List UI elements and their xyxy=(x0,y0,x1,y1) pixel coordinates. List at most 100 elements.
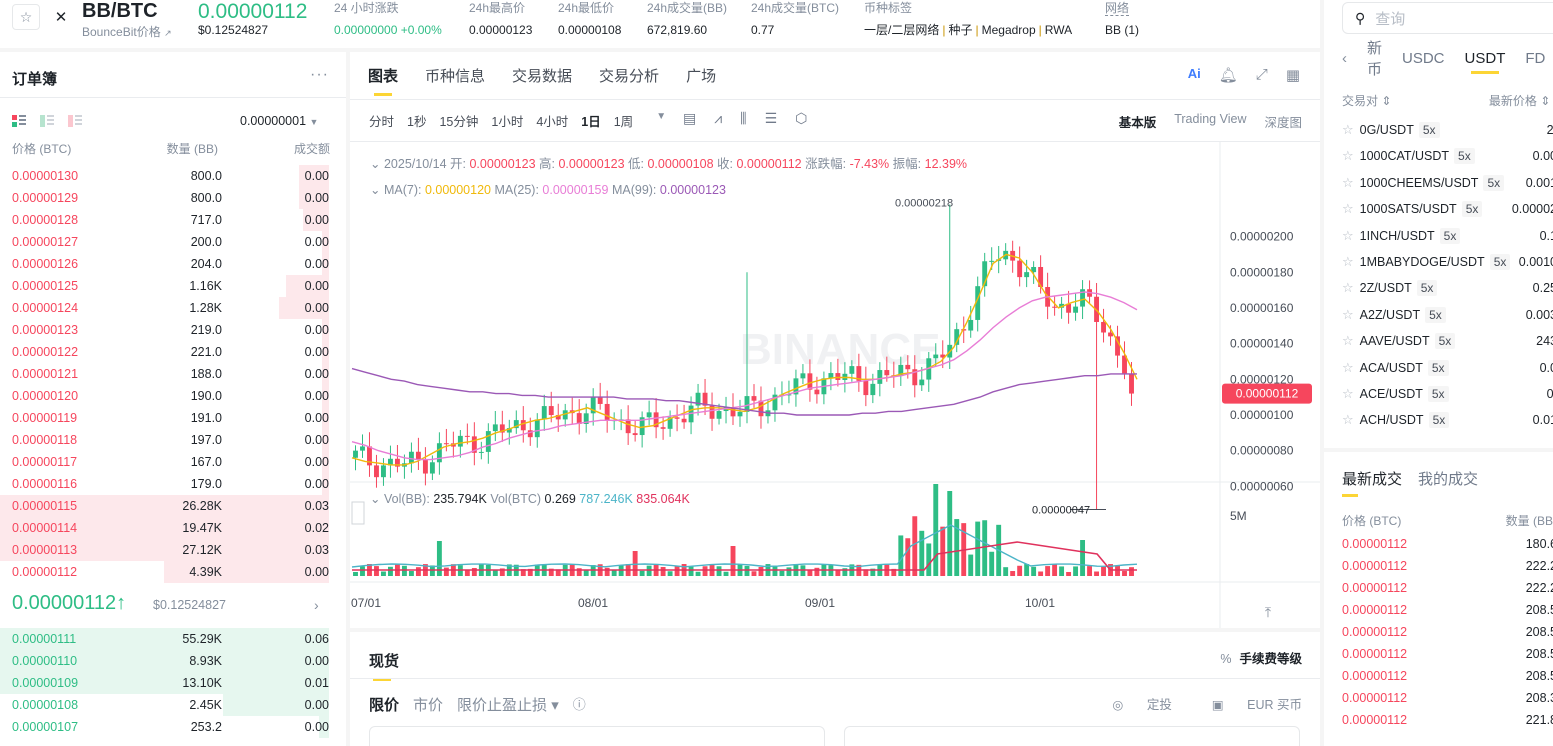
view-bids-icon[interactable] xyxy=(40,115,54,127)
tab-my-trades[interactable]: 我的成交 xyxy=(1418,471,1479,488)
market-row[interactable]: ☆ A2Z/USDT 5x 0.003 xyxy=(1342,302,1553,328)
tab-trading-analysis[interactable]: 交易分析 xyxy=(599,68,660,85)
tag-link[interactable]: Megadrop xyxy=(981,23,1036,37)
ask-row[interactable]: 0.00000115 26.28K 0.03 xyxy=(0,495,346,517)
favorite-star-icon[interactable]: ☆ xyxy=(1342,148,1354,164)
tab-stop-limit[interactable]: 限价止盈止损 ▾ xyxy=(457,697,559,714)
tab-chart[interactable]: 图表 xyxy=(368,65,398,96)
ask-row[interactable]: 0.00000122 221.0 0.00 xyxy=(0,341,346,363)
favorite-star-icon[interactable]: ☆ xyxy=(1342,386,1354,401)
ask-row[interactable]: 0.00000114 19.47K 0.02 xyxy=(0,517,346,539)
tab-trading-data[interactable]: 交易数据 xyxy=(512,68,573,85)
pair-subtitle-link[interactable]: BounceBit价格 ↗ xyxy=(82,23,172,40)
col-price-sort[interactable]: 最新价格 ⇕ / xyxy=(1489,92,1553,109)
market-row[interactable]: ☆ 2Z/USDT 5x 0.25 xyxy=(1342,275,1553,301)
interval-time[interactable]: 分时 xyxy=(369,115,395,129)
scroll-left-chevron-icon[interactable]: ‹ xyxy=(1342,49,1347,67)
ask-row[interactable]: 0.00000120 190.0 0.00 xyxy=(0,385,346,407)
vol-collapse-icon[interactable]: ⌄ xyxy=(370,492,381,506)
expand-icon[interactable]: ⤢ xyxy=(1255,66,1268,83)
tab-square[interactable]: 广场 xyxy=(686,68,717,85)
ask-row[interactable]: 0.00000130 800.0 0.00 xyxy=(0,165,346,187)
ask-row[interactable]: 0.00000128 717.0 0.00 xyxy=(0,209,346,231)
indicator-icon[interactable]: ⩘ xyxy=(714,110,723,126)
info-icon[interactable]: ⓘ xyxy=(572,697,586,712)
ask-row[interactable]: 0.00000129 800.0 0.00 xyxy=(0,187,346,209)
tag-link[interactable]: RWA xyxy=(1044,23,1073,37)
tab-usdc[interactable]: USDC xyxy=(1402,49,1445,67)
col-pair-sort[interactable]: 交易对 ⇕ xyxy=(1342,92,1391,109)
eur-buy-link[interactable]: ▣ EUR 买币 xyxy=(1192,694,1302,713)
market-row[interactable]: ☆ ACE/USDT 5x 0. xyxy=(1342,381,1553,407)
favorite-star-icon[interactable]: ☆ xyxy=(12,4,40,30)
favorite-star-icon[interactable]: ☆ xyxy=(1342,201,1354,217)
favorite-star-icon[interactable]: ☆ xyxy=(1342,306,1354,322)
interval-1h[interactable]: 1小时 xyxy=(491,115,524,129)
buy-price-input[interactable] xyxy=(369,726,825,746)
favorite-star-icon[interactable]: ☆ xyxy=(1342,333,1354,349)
search-box[interactable]: ⚲ 查询 xyxy=(1342,2,1553,34)
bid-row[interactable]: 0.00000107 253.2 0.00 xyxy=(0,716,346,738)
favorite-star-icon[interactable]: ☆ xyxy=(1342,359,1354,375)
ask-row[interactable]: 0.00000119 191.0 0.00 xyxy=(0,407,346,429)
ask-row[interactable]: 0.00000117 167.0 0.00 xyxy=(0,451,346,473)
bid-row[interactable]: 0.00000109 13.10K 0.01 xyxy=(0,672,346,694)
interval-1s[interactable]: 1秒 xyxy=(407,115,427,129)
favorite-star-icon[interactable]: ☆ xyxy=(1342,227,1354,243)
ask-row[interactable]: 0.00000123 219.0 0.00 xyxy=(0,319,346,341)
chevron-right-icon[interactable]: › xyxy=(314,597,319,613)
stat-network[interactable]: 网络 BB (1) xyxy=(1105,0,1139,38)
ask-row[interactable]: 0.00000127 200.0 0.00 xyxy=(0,231,346,253)
interval-15m[interactable]: 15分钟 xyxy=(439,115,479,129)
sell-price-input[interactable] xyxy=(844,726,1300,746)
interval-1d[interactable]: 1日 xyxy=(581,115,601,129)
view-asks-icon[interactable] xyxy=(68,115,82,127)
market-row[interactable]: ☆ AAVE/USDT 5x 243 xyxy=(1342,328,1553,354)
interval-1w[interactable]: 1周 xyxy=(613,115,634,129)
ask-row[interactable]: 0.00000113 27.12K 0.03 xyxy=(0,539,346,561)
market-row[interactable]: ☆ 1INCH/USDT 5x 0.1 xyxy=(1342,223,1553,249)
favorite-star-icon[interactable]: ☆ xyxy=(1342,412,1354,428)
favorite-star-icon[interactable]: ☆ xyxy=(1342,122,1354,137)
market-row[interactable]: ☆ 0G/USDT 5x 2. xyxy=(1342,117,1553,143)
ma-collapse-icon[interactable]: ⌄ xyxy=(370,183,381,197)
favorite-star-icon[interactable]: ☆ xyxy=(1342,280,1354,296)
candle-type-icon[interactable]: ⫼ xyxy=(740,110,747,126)
ask-row[interactable]: 0.00000124 1.28K 0.00 xyxy=(0,297,346,319)
ask-row[interactable]: 0.00000116 179.0 0.00 xyxy=(0,473,346,495)
market-row[interactable]: ☆ 1000CHEEMS/USDT 5x 0.001 xyxy=(1342,170,1553,196)
tab-new[interactable]: 新币 xyxy=(1367,40,1383,78)
view-depth[interactable]: 深度图 xyxy=(1264,116,1302,130)
tab-coin-info[interactable]: 币种信息 xyxy=(425,68,486,85)
tab-fd[interactable]: FD xyxy=(1525,49,1546,67)
view-basic[interactable]: 基本版 xyxy=(1118,116,1157,130)
view-both-icon[interactable] xyxy=(12,115,26,127)
recurring-buy-link[interactable]: ◎ 定投 xyxy=(1092,694,1171,713)
tab-market[interactable]: 市价 xyxy=(413,697,444,714)
view-tradingview[interactable]: Trading View xyxy=(1174,112,1247,126)
tag-link[interactable]: 一层/二层网络 xyxy=(864,23,940,37)
ai-icon[interactable]: Ai xyxy=(1187,66,1201,81)
calendar-icon[interactable]: ▤ xyxy=(683,110,697,126)
favorite-star-icon[interactable]: ☆ xyxy=(1342,174,1354,190)
ask-row[interactable]: 0.00000126 204.0 0.00 xyxy=(0,253,346,275)
ask-row[interactable]: 0.00000118 197.0 0.00 xyxy=(0,429,346,451)
ask-row[interactable]: 0.00000112 4.39K 0.00 xyxy=(0,561,346,583)
market-row[interactable]: ☆ ACH/USDT 5x 0.01 xyxy=(1342,407,1553,433)
favorite-star-icon[interactable]: ☆ xyxy=(1342,254,1354,269)
ohlc-collapse-icon[interactable]: ⌄ xyxy=(370,157,381,171)
candlestick-chart[interactable]: 0.00000200 0.00000180 0.00000160 0.00000140… xyxy=(350,142,1320,628)
interval-4h[interactable]: 4小时 xyxy=(536,115,569,129)
interval-more-chevron-icon[interactable]: ▼ xyxy=(656,111,667,122)
pair-name[interactable]: BB/BTC xyxy=(82,0,158,22)
more-options-icon[interactable]: ··· xyxy=(310,66,329,83)
layout-grid-icon[interactable]: ▦ xyxy=(1285,67,1300,84)
hexagon-settings-icon[interactable]: ⬡ xyxy=(795,110,808,126)
ask-row[interactable]: 0.00000125 1.16K 0.00 xyxy=(0,275,346,297)
fee-level-link[interactable]: % 手续费等级 xyxy=(1220,648,1302,667)
market-row[interactable]: ☆ ACA/USDT 5x 0.0 xyxy=(1342,355,1553,381)
ask-row[interactable]: 0.00000121 188.0 0.00 xyxy=(0,363,346,385)
market-row[interactable]: ☆ 1MBABYDOGE/USDT 5x 0.0010 xyxy=(1342,249,1553,275)
bid-row[interactable]: 0.00000108 2.45K 0.00 xyxy=(0,694,346,716)
tag-link[interactable]: 种子 xyxy=(948,23,973,37)
